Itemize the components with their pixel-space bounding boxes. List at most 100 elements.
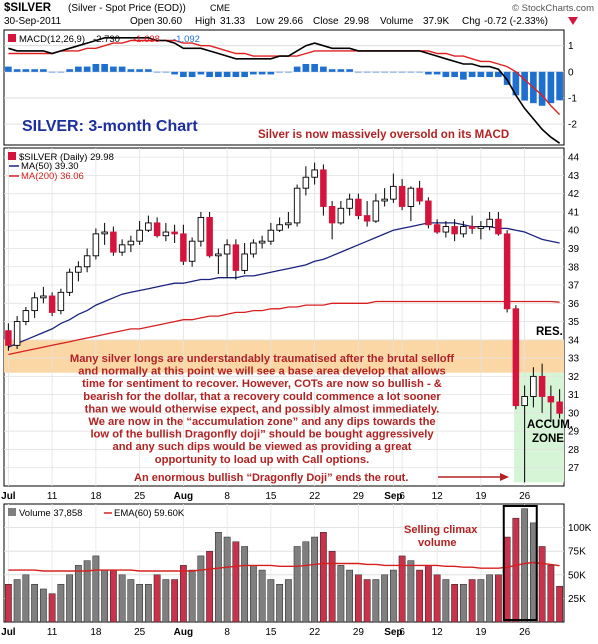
candle-down: [503, 233, 511, 310]
macd-histogram-bar: [40, 69, 47, 72]
macd-histogram-bar: [153, 71, 161, 73]
volume-bar-up: [293, 546, 301, 623]
volume-bar-up: [486, 574, 494, 623]
candle-down: [180, 233, 187, 262]
macd-histogram-bar: [127, 69, 135, 72]
volume-bar-up: [521, 508, 529, 623]
candle-down: [547, 396, 555, 403]
candle-up: [162, 231, 170, 237]
macd-line: [8, 37, 561, 144]
volume-ema-line: [8, 561, 560, 572]
ma50-line: [8, 222, 560, 348]
commentary-line: and any such dips would be viewed as pro…: [112, 441, 411, 453]
volume-bar-up: [477, 579, 485, 623]
candle-up: [442, 226, 450, 233]
macd-histogram-bar: [180, 71, 187, 78]
price-x-tick-label: 6: [399, 491, 405, 502]
price-x-tick-label: Aug: [174, 491, 193, 502]
resistance-zone: [4, 339, 564, 373]
price-x-tick-label: Jul: [1, 491, 16, 502]
volume-bar-down: [179, 565, 187, 623]
volume-bar-down: [512, 517, 520, 623]
volume-bar-up: [92, 555, 100, 623]
candle-down: [5, 330, 12, 346]
macd-legend-label: MACD(12,26,9): [19, 34, 85, 45]
price-y-tick-label: 34: [568, 335, 580, 346]
volume-bar-up: [136, 583, 144, 623]
price-candles: [5, 162, 563, 483]
price-y-tick-label: 30: [568, 408, 580, 419]
volume-bar-down: [206, 550, 214, 623]
candle-up: [40, 295, 47, 299]
volume-bar-down: [538, 546, 546, 623]
header-symbol: $SILVER: [4, 2, 52, 14]
macd-histogram-bar: [48, 71, 56, 73]
price-panel: 27 28 29 30 31 32 33 34 35 36 37 38 39 40 41 42 43 44 Jul…: [1, 147, 580, 502]
price-x-tick-label: 19: [475, 491, 487, 502]
candle-down: [110, 231, 117, 253]
macd-histogram-bar: [372, 71, 380, 73]
header-high: 31.33: [220, 16, 245, 27]
price-legend-symbol: $SILVER (Daily) 29.98: [19, 152, 114, 163]
volume-x-tick-label: 25: [134, 627, 146, 638]
macd-histogram-bar: [83, 66, 91, 72]
price-x-tick-label: 12: [432, 491, 444, 502]
candle-down: [538, 375, 546, 397]
volume-bar-down: [232, 541, 240, 623]
commentary-line: and normally at this point we will see a…: [78, 366, 445, 378]
selling-climax-box: [502, 505, 538, 621]
macd-legend-v2: -1.638: [133, 34, 160, 45]
candle-up: [267, 229, 275, 242]
price-y-tick-label: 33: [568, 354, 580, 365]
volume-bar-up: [188, 569, 196, 623]
volume-bar-up: [276, 583, 284, 623]
volume-bar-up: [13, 579, 21, 623]
volume-x-tick-label: 18: [90, 627, 102, 638]
dragonfly-doji-annotation: An enormous bullish “Dragonfly Doji” end…: [134, 472, 408, 484]
macd-legend-v1: -2.730: [93, 34, 120, 45]
volume-bar-down: [433, 574, 441, 623]
macd-y-tick-label: -1: [568, 93, 577, 104]
macd-histogram-bar: [320, 66, 327, 72]
price-y-tick-label: 32: [568, 372, 580, 383]
selling-climax-annotation-line1: Selling climax: [404, 524, 478, 536]
volume-bar-up: [381, 574, 389, 623]
volume-x-tick-label: 15: [265, 627, 277, 638]
macd-histogram-bar: [512, 71, 520, 96]
volume-legend-volume: Volume 37,858: [19, 508, 82, 519]
macd-histogram-bar: [136, 69, 143, 72]
macd-histogram-bar: [302, 63, 310, 72]
candle-down: [328, 206, 336, 224]
macd-histogram-bar: [57, 71, 65, 73]
volume-bar-down: [328, 550, 336, 623]
macd-histogram-bar: [337, 69, 345, 72]
volume-bar-up: [39, 588, 47, 623]
candle-up: [136, 229, 143, 242]
resistance-label: RES.: [536, 326, 563, 338]
commentary-line: bearish for the dollar, that a recovery …: [83, 391, 441, 403]
commentary-line: time for sentiment to recover. However, …: [82, 378, 442, 390]
volume-bar-up: [214, 532, 222, 623]
macd-histogram-bar: [477, 71, 485, 78]
candle-down: [320, 169, 327, 207]
volume-bar-up: [258, 569, 266, 623]
volume-x-tick-label: 6: [399, 627, 405, 638]
candle-down: [48, 295, 56, 313]
price-x-tick-label: 8: [224, 491, 230, 502]
candle-up: [31, 297, 38, 312]
price-x-tick-label: 29: [353, 491, 365, 502]
commentary-annotation: Many silver longs are understandably tra…: [70, 353, 454, 466]
volume-bar-up: [127, 579, 135, 623]
header-open-label: Open: [130, 16, 154, 27]
macd-histogram-bar: [5, 66, 12, 72]
volume-bar-up: [311, 536, 319, 623]
candle-down: [425, 200, 432, 226]
price-y-tick-label: 39: [568, 244, 580, 255]
volume-bar-up: [249, 565, 257, 623]
commentary-line: low of the bullish Dragonfly doji” shoul…: [90, 429, 434, 441]
macd-histogram-bar: [66, 69, 73, 72]
header-chg-label: Chg: [462, 16, 480, 27]
volume-bar-up: [302, 541, 310, 623]
